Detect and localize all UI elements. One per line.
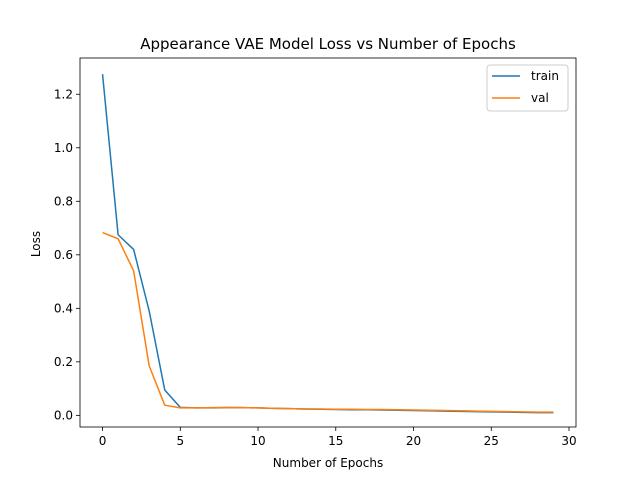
y-tick-label: 0.0 — [54, 408, 73, 422]
y-tick-label: 0.4 — [54, 301, 73, 315]
y-tick-label: 1.2 — [54, 87, 73, 101]
y-axis-ticks: 0.0 0.2 0.4 0.6 0.8 1.0 1.2 — [54, 87, 80, 422]
x-tick-label: 30 — [561, 434, 576, 448]
x-axis-ticks: 0 5 10 15 20 25 30 — [99, 427, 577, 448]
legend: train val — [486, 64, 569, 112]
y-tick-label: 0.6 — [54, 248, 73, 262]
x-tick-label: 15 — [328, 434, 343, 448]
y-axis-label: Loss — [29, 231, 43, 257]
axes-frame — [79, 57, 577, 428]
y-tick-label: 1.0 — [54, 141, 73, 155]
x-tick-label: 10 — [250, 434, 265, 448]
x-tick-label: 5 — [176, 434, 184, 448]
x-tick-label: 20 — [406, 434, 421, 448]
y-tick-label: 0.2 — [54, 355, 73, 369]
legend-label-val: val — [531, 91, 549, 105]
series-line-val — [102, 231, 554, 413]
x-tick-label: 0 — [99, 434, 107, 448]
x-axis-label: Number of Epochs — [273, 456, 383, 470]
plot-area — [79, 57, 577, 428]
axes-background — [80, 58, 576, 427]
y-tick-label: 0.8 — [54, 194, 73, 208]
x-tick-label: 25 — [484, 434, 499, 448]
legend-label-train: train — [531, 69, 559, 83]
chart-title: Appearance VAE Model Loss vs Number of E… — [140, 35, 516, 53]
series-group — [101, 74, 554, 414]
